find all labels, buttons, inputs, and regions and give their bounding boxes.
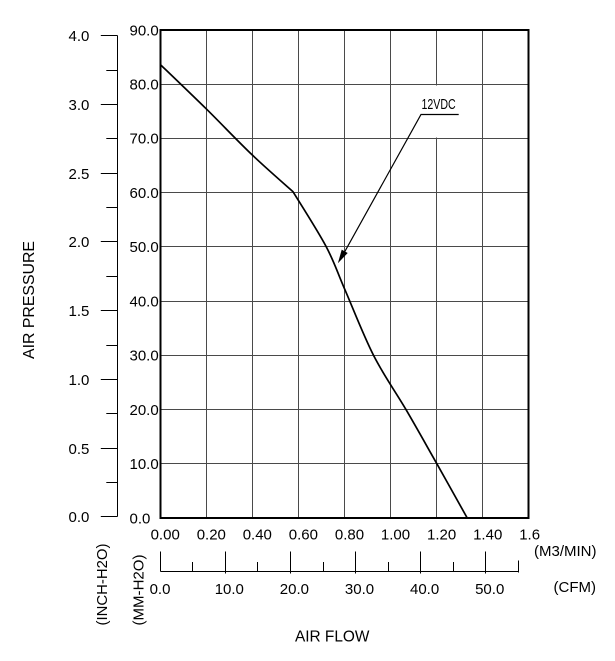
svg-text:10.0: 10.0	[215, 581, 244, 598]
svg-text:40.0: 40.0	[410, 581, 439, 598]
svg-text:AIR FLOW: AIR FLOW	[295, 629, 370, 646]
svg-text:12VDC: 12VDC	[422, 96, 456, 113]
svg-text:10.0: 10.0	[130, 456, 159, 473]
svg-text:30.0: 30.0	[345, 581, 374, 598]
svg-text:1.20: 1.20	[427, 527, 456, 544]
svg-text:50.0: 50.0	[475, 581, 504, 598]
svg-text:0.20: 0.20	[197, 527, 226, 544]
svg-text:40.0: 40.0	[130, 293, 159, 310]
svg-text:2.5: 2.5	[69, 166, 90, 183]
svg-text:1.40: 1.40	[473, 527, 502, 544]
svg-text:1.00: 1.00	[381, 527, 410, 544]
svg-text:0.5: 0.5	[69, 441, 90, 458]
svg-text:60.0: 60.0	[130, 185, 159, 202]
svg-text:0.0: 0.0	[69, 509, 90, 526]
svg-text:90.0: 90.0	[130, 22, 159, 39]
svg-text:50.0: 50.0	[130, 239, 159, 256]
svg-text:(CFM): (CFM)	[554, 579, 596, 596]
svg-text:0.0: 0.0	[130, 510, 151, 527]
svg-text:30.0: 30.0	[130, 348, 159, 365]
svg-text:70.0: 70.0	[130, 131, 159, 148]
svg-text:20.0: 20.0	[130, 402, 159, 419]
svg-text:1.6: 1.6	[519, 527, 540, 544]
svg-text:4.0: 4.0	[69, 28, 90, 45]
svg-text:2.0: 2.0	[69, 234, 90, 251]
svg-text:1.5: 1.5	[69, 303, 90, 320]
svg-text:(MM-H2O): (MM-H2O)	[131, 555, 148, 626]
svg-text:0.00: 0.00	[151, 527, 180, 544]
svg-text:1.0: 1.0	[69, 372, 90, 389]
svg-text:(M3/MIN): (M3/MIN)	[534, 543, 597, 560]
svg-text:AIR PRESSURE: AIR PRESSURE	[21, 241, 38, 359]
svg-text:0.40: 0.40	[243, 527, 272, 544]
svg-text:3.0: 3.0	[69, 97, 90, 114]
svg-text:0.60: 0.60	[289, 527, 318, 544]
svg-text:0.80: 0.80	[335, 527, 364, 544]
svg-text:(INCH-H2O): (INCH-H2O)	[94, 544, 111, 626]
svg-text:0.0: 0.0	[150, 581, 171, 598]
svg-text:20.0: 20.0	[280, 581, 309, 598]
svg-text:80.0: 80.0	[130, 77, 159, 94]
